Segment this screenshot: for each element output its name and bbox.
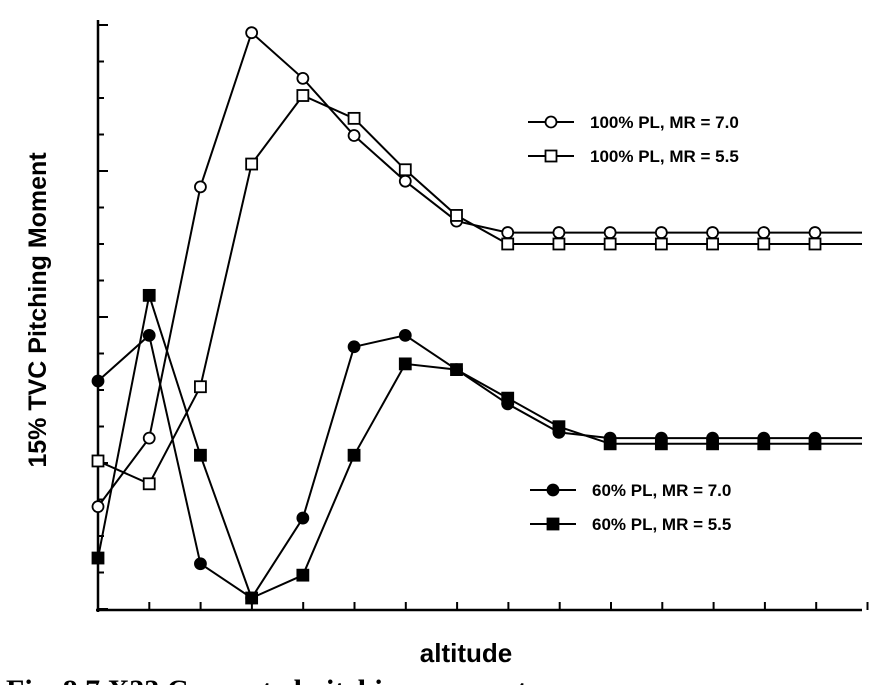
data-point: [654, 226, 668, 239]
data-point: [245, 26, 259, 40]
data-point: [296, 89, 310, 102]
data-point: [142, 328, 156, 342]
data-point: [552, 420, 566, 434]
series-layer: [91, 26, 862, 605]
data-point: [194, 380, 207, 394]
series-line: [97, 333, 862, 600]
data-point: [142, 288, 156, 302]
series-1: [91, 26, 862, 514]
data-point: [808, 226, 822, 239]
data-point: [450, 363, 463, 377]
data-point: [91, 551, 105, 565]
data-point: [552, 237, 566, 251]
series-line: [97, 295, 862, 600]
data-point: [194, 180, 207, 194]
data-point: [706, 237, 719, 251]
data-point: [347, 129, 361, 142]
series-line: [97, 30, 862, 508]
legend-marker: [546, 483, 560, 497]
data-point: [501, 237, 515, 251]
series-4: [91, 288, 862, 605]
legend-marker: [546, 517, 560, 531]
data-point: [296, 511, 310, 525]
data-point: [142, 431, 156, 445]
legend-label: 100% PL, MR = 7.0: [590, 113, 739, 132]
legend-entry: 60% PL, MR = 5.5: [530, 515, 731, 534]
data-point: [706, 226, 719, 239]
data-point: [194, 557, 207, 571]
data-point: [142, 477, 156, 491]
data-point: [91, 374, 105, 388]
data-point: [808, 237, 822, 251]
legend-marker: [544, 115, 558, 129]
x-axis-label: altitude: [420, 638, 512, 668]
data-point: [398, 174, 412, 188]
data-point: [347, 340, 361, 354]
data-point: [398, 328, 412, 342]
legend-layer: 100% PL, MR = 7.0 100% PL, MR = 5.5 60% PL…: [528, 113, 739, 534]
data-point: [603, 226, 617, 239]
legend-entry: 100% PL, MR = 5.5: [528, 147, 739, 166]
legend-marker: [544, 149, 558, 163]
data-point: [501, 226, 515, 239]
legend-entry: 100% PL, MR = 7.0: [528, 113, 739, 132]
legend-label: 60% PL, MR = 5.5: [592, 515, 731, 534]
legend-label: 100% PL, MR = 5.5: [590, 147, 739, 166]
data-point: [398, 357, 412, 371]
data-point: [654, 237, 668, 251]
data-point: [296, 71, 310, 85]
series-line: [97, 94, 862, 486]
data-point: [603, 237, 617, 251]
data-point: [91, 500, 105, 514]
data-point: [347, 111, 361, 125]
data-point: [245, 591, 259, 605]
data-point: [757, 437, 771, 451]
legend-bottom-right: 60% PL, MR = 7.0 60% PL, MR = 5.5: [530, 481, 731, 534]
data-point: [808, 437, 822, 451]
series-2: [91, 89, 862, 491]
data-point: [245, 157, 259, 171]
data-point: [757, 226, 771, 239]
data-point: [296, 568, 310, 582]
data-point: [757, 237, 771, 251]
data-point: [654, 437, 668, 451]
y-ticks: [98, 24, 108, 610]
data-point: [706, 437, 719, 451]
legend-entry: 60% PL, MR = 7.0: [530, 481, 731, 500]
data-point: [552, 226, 566, 239]
data-point: [603, 437, 617, 451]
data-point: [194, 448, 207, 462]
data-point: [398, 163, 412, 177]
data-point: [347, 448, 361, 462]
data-point: [501, 391, 515, 405]
legend-label: 60% PL, MR = 7.0: [592, 481, 731, 500]
figure-caption: Fig. 8.7 X33 Computed pitching moment: [6, 674, 527, 685]
series-3: [91, 328, 862, 605]
legend-top-right: 100% PL, MR = 7.0 100% PL, MR = 5.5: [528, 113, 739, 166]
data-point: [91, 454, 105, 468]
y-axis-label: 15% TVC Pitching Moment: [24, 152, 52, 468]
data-point: [450, 209, 463, 222]
